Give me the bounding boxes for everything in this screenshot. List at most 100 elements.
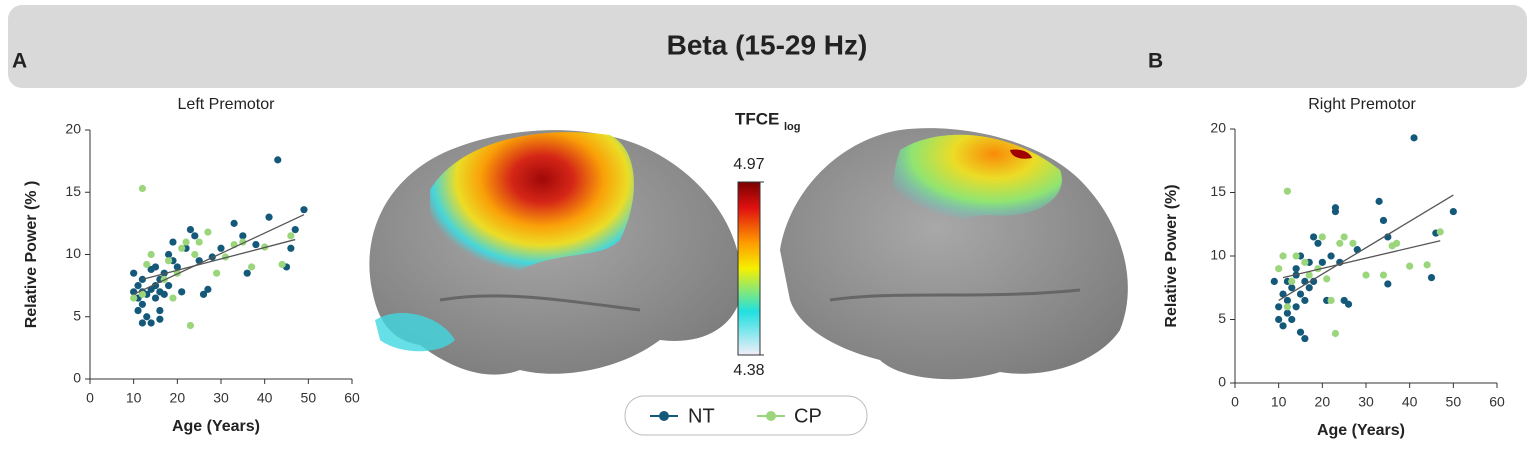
- data-point: [1331, 204, 1340, 212]
- data-point: [1449, 207, 1457, 216]
- data-point: [130, 294, 138, 302]
- data-point: [151, 263, 160, 271]
- data-point: [287, 244, 295, 252]
- data-point: [1392, 239, 1401, 247]
- data-point: [265, 213, 273, 221]
- data-point: [252, 240, 260, 249]
- data-point: [213, 269, 221, 277]
- data-point: [138, 184, 146, 193]
- data-point: [143, 260, 151, 269]
- data-point: [1384, 280, 1392, 288]
- data-point: [1406, 262, 1414, 270]
- data-point: [186, 226, 195, 234]
- data-point: [151, 294, 160, 302]
- data-point: [1362, 271, 1370, 279]
- data-point: [169, 238, 177, 246]
- left-brain: [369, 130, 742, 375]
- data-point: [147, 319, 155, 327]
- data-point: [1283, 303, 1291, 311]
- data-point: [1270, 277, 1278, 285]
- data-point: [217, 244, 225, 252]
- legend-label: CP: [794, 405, 822, 427]
- data-point: [130, 269, 138, 277]
- x-tick-label: 40: [257, 390, 273, 406]
- colorbar: [737, 181, 761, 356]
- legend: NT CP: [624, 395, 868, 436]
- data-point: [1318, 258, 1326, 266]
- data-point: [138, 300, 146, 308]
- data-point: [191, 250, 199, 259]
- data-point: [1375, 197, 1383, 205]
- data-point: [160, 290, 168, 298]
- legend-marker: [659, 411, 669, 421]
- data-point: [147, 250, 155, 259]
- x-tick-label: 0: [1231, 394, 1239, 410]
- data-point: [204, 228, 212, 236]
- data-point: [1283, 309, 1291, 317]
- x-tick-label: 60: [344, 390, 360, 406]
- x-tick-label: 50: [1446, 394, 1462, 410]
- data-point: [1314, 239, 1322, 247]
- x-axis-label: Age (Years): [172, 418, 260, 435]
- data-point: [1292, 252, 1300, 260]
- x-tick-label: 50: [301, 390, 317, 406]
- x-tick-label: 20: [170, 390, 186, 406]
- data-point: [291, 226, 299, 234]
- data-point: [1292, 303, 1300, 311]
- y-axis-label: Relative Power (%): [1163, 184, 1180, 327]
- data-point: [274, 156, 282, 164]
- legend-label: NT: [688, 405, 715, 427]
- data-point: [1288, 284, 1296, 292]
- data-point: [1283, 187, 1291, 195]
- x-tick-label: 10: [126, 390, 142, 406]
- data-point: [247, 263, 256, 271]
- fit-line: [133, 214, 305, 295]
- data-point: [1301, 258, 1309, 266]
- panel-label: B: [1148, 50, 1163, 73]
- data-point: [134, 306, 142, 315]
- data-point: [1327, 296, 1335, 305]
- data-point: [165, 257, 173, 265]
- data-point: [1349, 239, 1357, 247]
- data-point: [1318, 233, 1326, 241]
- right-brain: [780, 128, 1128, 380]
- data-point: [195, 238, 203, 246]
- data-point: [134, 282, 142, 290]
- y-tick-label: 0: [1218, 374, 1226, 390]
- data-point: [1314, 265, 1322, 273]
- x-tick-label: 20: [1315, 394, 1331, 410]
- data-point: [1305, 271, 1313, 279]
- data-point: [1292, 265, 1300, 273]
- data-point: [1275, 265, 1283, 273]
- colorbar-tick-label: 4.97: [733, 156, 764, 173]
- data-point: [165, 250, 173, 259]
- data-point: [1323, 275, 1331, 283]
- y-tick-label: 10: [65, 245, 81, 261]
- data-point: [130, 288, 138, 296]
- data-point: [173, 263, 181, 271]
- x-tick-label: 0: [86, 390, 94, 406]
- data-point: [1423, 261, 1431, 269]
- data-point: [1331, 329, 1340, 338]
- y-tick-label: 5: [73, 307, 81, 323]
- x-tick-label: 10: [1271, 394, 1287, 410]
- data-point: [1310, 233, 1318, 241]
- data-point: [1344, 300, 1353, 308]
- x-tick-label: 30: [213, 390, 229, 406]
- data-point: [199, 290, 208, 298]
- y-tick-label: 15: [1210, 183, 1226, 199]
- data-point: [1283, 296, 1291, 305]
- data-point: [1379, 216, 1388, 225]
- data-point: [204, 285, 212, 293]
- colorbar-tick-label: 4.38: [733, 362, 764, 379]
- colorbar-title-subscript: log: [784, 121, 801, 133]
- data-point: [1436, 228, 1444, 236]
- data-point: [243, 269, 251, 277]
- data-point: [1275, 303, 1283, 311]
- data-point: [143, 313, 151, 321]
- data-point: [138, 290, 146, 298]
- fit-line: [1278, 194, 1454, 302]
- x-tick-label: 30: [1358, 394, 1374, 410]
- data-point: [178, 288, 186, 296]
- data-point: [156, 306, 164, 315]
